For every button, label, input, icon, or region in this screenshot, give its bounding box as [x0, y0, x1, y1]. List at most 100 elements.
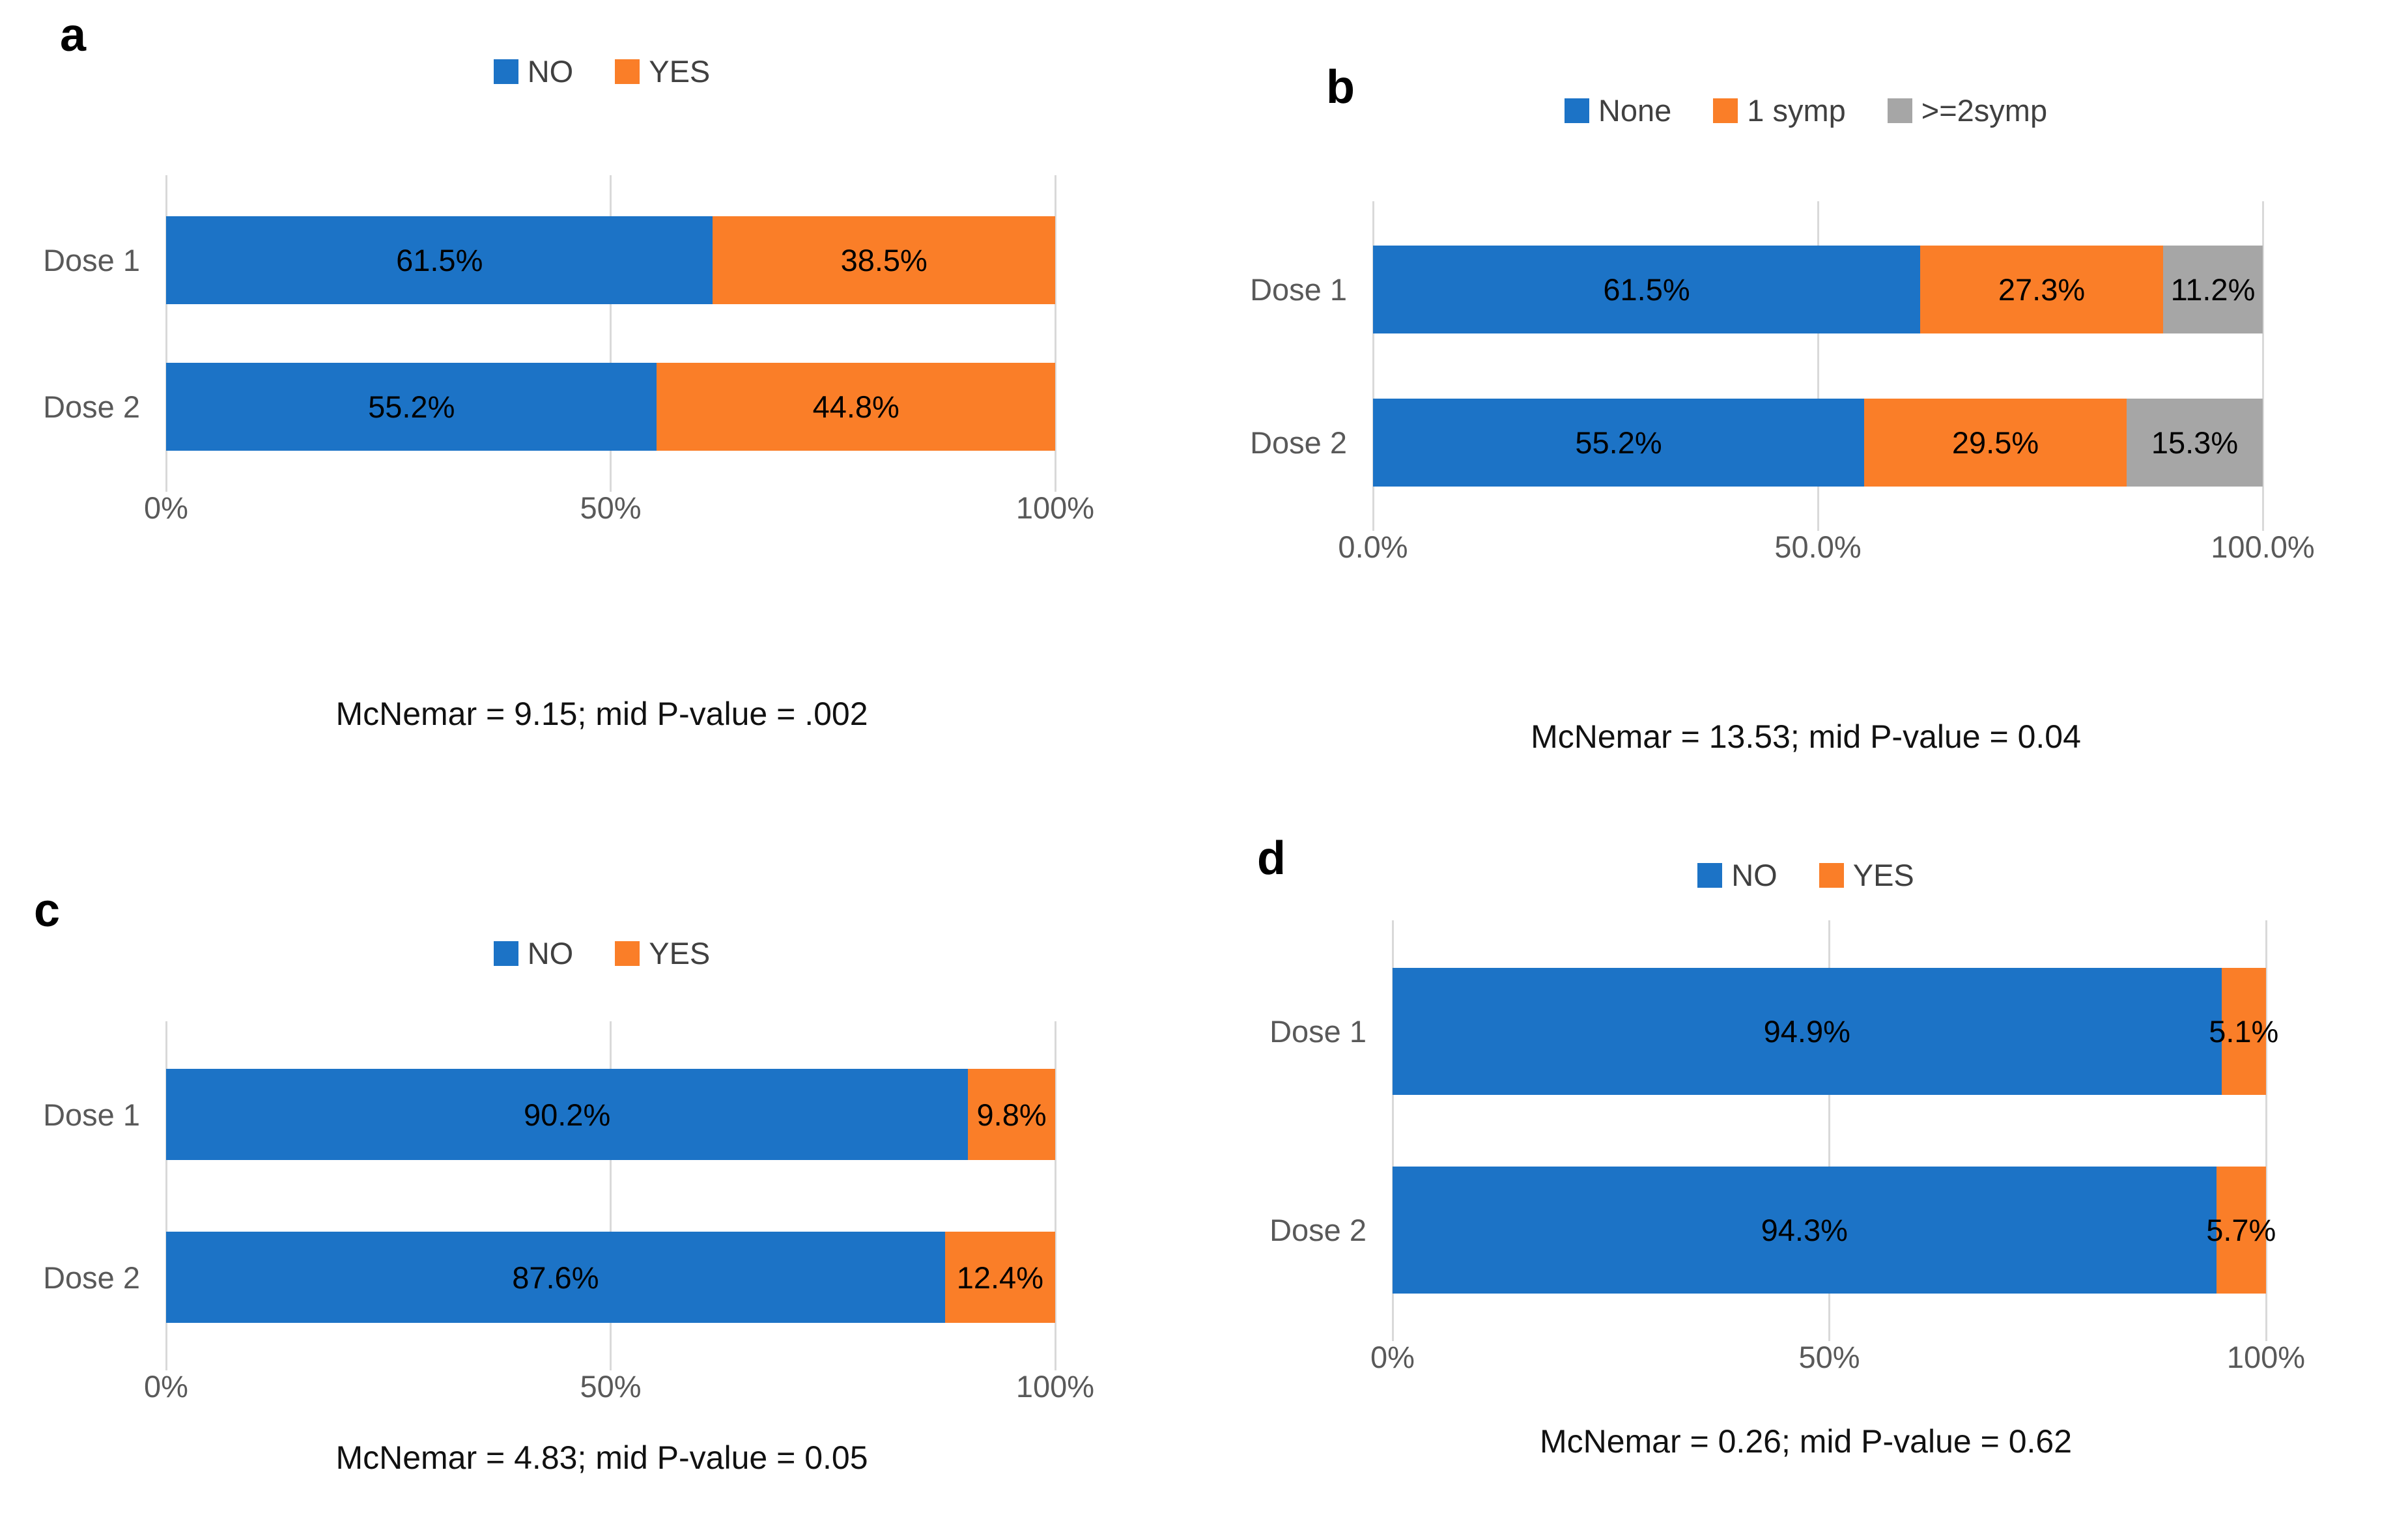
- bar-segment-label: 11.2%: [2170, 272, 2256, 307]
- legend-swatch: [1819, 862, 1844, 888]
- bar-row: 55.2% 29.5% 15.3%: [1373, 366, 2263, 519]
- bar-segment: 29.5%: [1864, 399, 2127, 487]
- legend-item: None: [1564, 92, 1672, 128]
- gridline: [1054, 175, 1056, 492]
- bar-segment: 61.5%: [166, 216, 713, 304]
- bar-segment-label: 9.8%: [976, 1097, 1047, 1132]
- legend-item: YES: [1819, 857, 1914, 893]
- x-tick-label: 0%: [144, 1369, 188, 1404]
- bar-segment-label: 44.8%: [812, 389, 899, 424]
- bar-row: 87.6% 12.4%: [166, 1196, 1055, 1359]
- bar-stack: 94.9% 5.1%: [1393, 968, 2278, 1095]
- panel-d-letter: d: [1257, 832, 1286, 885]
- bar-segment-label: 15.3%: [2151, 425, 2239, 460]
- bar-stack: 55.2% 29.5% 15.3%: [1373, 399, 2263, 487]
- panel-c-caption: McNemar = 4.83; mid P-value = 0.05: [335, 1439, 868, 1476]
- panel-b-category-axis: Dose 1 Dose 2: [1204, 213, 1373, 519]
- bar-segment-label: 12.4%: [956, 1260, 1043, 1295]
- x-tick-label: 100.0%: [2211, 530, 2315, 564]
- bar-segment-label: 29.5%: [1951, 425, 2039, 460]
- bar-row: 94.3% 5.7%: [1393, 1131, 2276, 1329]
- bar-segment: 61.5%: [1373, 246, 1921, 333]
- panel-b-x-ticks: 0.0% 50.0% 100.0%: [1338, 529, 2314, 568]
- panel-d-x-axis: 0% 50% 100%: [1204, 1339, 2408, 1378]
- bar-segment: 94.3%: [1393, 1167, 2217, 1294]
- bar-stack: 87.6% 12.4%: [166, 1232, 1055, 1323]
- bar-row: 61.5% 38.5%: [166, 187, 1055, 333]
- x-tick-label: 100%: [1015, 1369, 1095, 1404]
- legend-label: NO: [527, 936, 574, 970]
- legend-item: NO: [1697, 857, 1778, 893]
- bar-row: 94.9% 5.1%: [1393, 932, 2278, 1131]
- x-tick-label: 100%: [2226, 1340, 2306, 1374]
- panel-d-plot-area: 94.9% 5.1% 94.3% 5.7%: [1391, 920, 2278, 1341]
- panel-a-chart: Dose 1 Dose 2 61.5% 38.5% 55.2% 44.8%: [0, 175, 1204, 492]
- bar-stack: 61.5% 38.5%: [166, 216, 1055, 304]
- category-label: Dose 2: [1250, 425, 1347, 460]
- category-label: Dose 2: [1269, 1213, 1367, 1247]
- bar-segment-label: 94.3%: [1761, 1213, 1848, 1247]
- bar-segment: 87.6%: [166, 1232, 945, 1323]
- legend-label: YES: [1852, 858, 1914, 892]
- panel-d: d NO YES Dose 1 Dose 2 94.9% 5.1% 94.3% 5.7% …: [1204, 821, 2408, 1515]
- legend-item: >=2symp: [1887, 92, 2048, 128]
- panel-a-letter: a: [60, 9, 87, 61]
- panel-d-legend: NO YES: [1204, 857, 2408, 893]
- bar-segment: 5.1%: [2209, 968, 2278, 1095]
- category-label: Dose 1: [1250, 272, 1347, 307]
- bar-row: 90.2% 9.8%: [166, 1033, 1055, 1196]
- legend-label: >=2symp: [1921, 93, 2048, 128]
- gridline: [1372, 201, 1374, 531]
- legend-item: NO: [493, 935, 574, 971]
- panel-a: a NO YES Dose 1 Dose 2 61.5% 38.5% 55.2% 44.8…: [0, 0, 1204, 821]
- panel-c-legend: NO YES: [0, 935, 1204, 971]
- x-tick-label: 100%: [1015, 490, 1095, 525]
- legend-swatch: [615, 941, 640, 966]
- axis-spacer: [0, 490, 166, 529]
- x-tick-label: 0%: [144, 490, 188, 525]
- gridline: [1828, 920, 1830, 1341]
- panel-a-category-axis: Dose 1 Dose 2: [0, 187, 166, 480]
- axis-spacer: [0, 1368, 166, 1408]
- legend-swatch: [1697, 862, 1723, 888]
- bar-segment-label: 5.1%: [2209, 1014, 2279, 1049]
- bar-segment-label: 90.2%: [523, 1097, 611, 1132]
- panel-d-chart: Dose 1 Dose 2 94.9% 5.1% 94.3% 5.7%: [1204, 920, 2408, 1341]
- panel-c-x-axis: 0% 50% 100%: [0, 1368, 1204, 1408]
- legend-swatch: [493, 59, 518, 84]
- bar-segment-label: 55.2%: [1575, 425, 1662, 460]
- legend-label: YES: [649, 936, 711, 970]
- legend-label: None: [1598, 93, 1672, 128]
- legend-swatch: [1564, 98, 1589, 123]
- bar-segment: 12.4%: [944, 1232, 1055, 1323]
- x-tick-label: 0.0%: [1338, 530, 1408, 564]
- bar-stack: 55.2% 44.8%: [166, 363, 1055, 451]
- category-label: Dose 1: [43, 1097, 140, 1132]
- legend-swatch: [493, 941, 518, 966]
- legend-swatch: [1887, 98, 1912, 123]
- bar-segment: 55.2%: [1373, 399, 1865, 487]
- bar-row: 61.5% 27.3% 11.2%: [1373, 213, 2263, 366]
- legend-item: YES: [615, 53, 710, 89]
- panel-c-letter: c: [34, 885, 61, 937]
- x-tick-label: 50%: [580, 490, 642, 525]
- gridline: [2265, 920, 2267, 1341]
- bar-segment-label: 61.5%: [1603, 272, 1690, 307]
- bar-segment: 11.2%: [2162, 246, 2263, 333]
- legend-label: NO: [1731, 858, 1778, 892]
- gridline: [610, 1021, 612, 1370]
- panel-c-chart: Dose 1 Dose 2 90.2% 9.8% 87.6% 12.4%: [0, 1021, 1204, 1370]
- panel-c: c NO YES Dose 1 Dose 2 90.2% 9.8% 87.6% 12.4%…: [0, 821, 1204, 1515]
- bar-segment-label: 55.2%: [368, 389, 455, 424]
- gridline: [2261, 201, 2264, 531]
- legend-label: 1 symp: [1747, 93, 1846, 128]
- bar-segment-label: 38.5%: [840, 243, 928, 277]
- panel-a-x-ticks: 0% 50% 100%: [144, 490, 1094, 529]
- legend-label: YES: [649, 54, 711, 89]
- bar-segment: 5.7%: [2206, 1167, 2276, 1294]
- bar-segment: 90.2%: [166, 1069, 969, 1160]
- bar-segment: 27.3%: [1920, 246, 2163, 333]
- category-label: Dose 2: [43, 389, 140, 424]
